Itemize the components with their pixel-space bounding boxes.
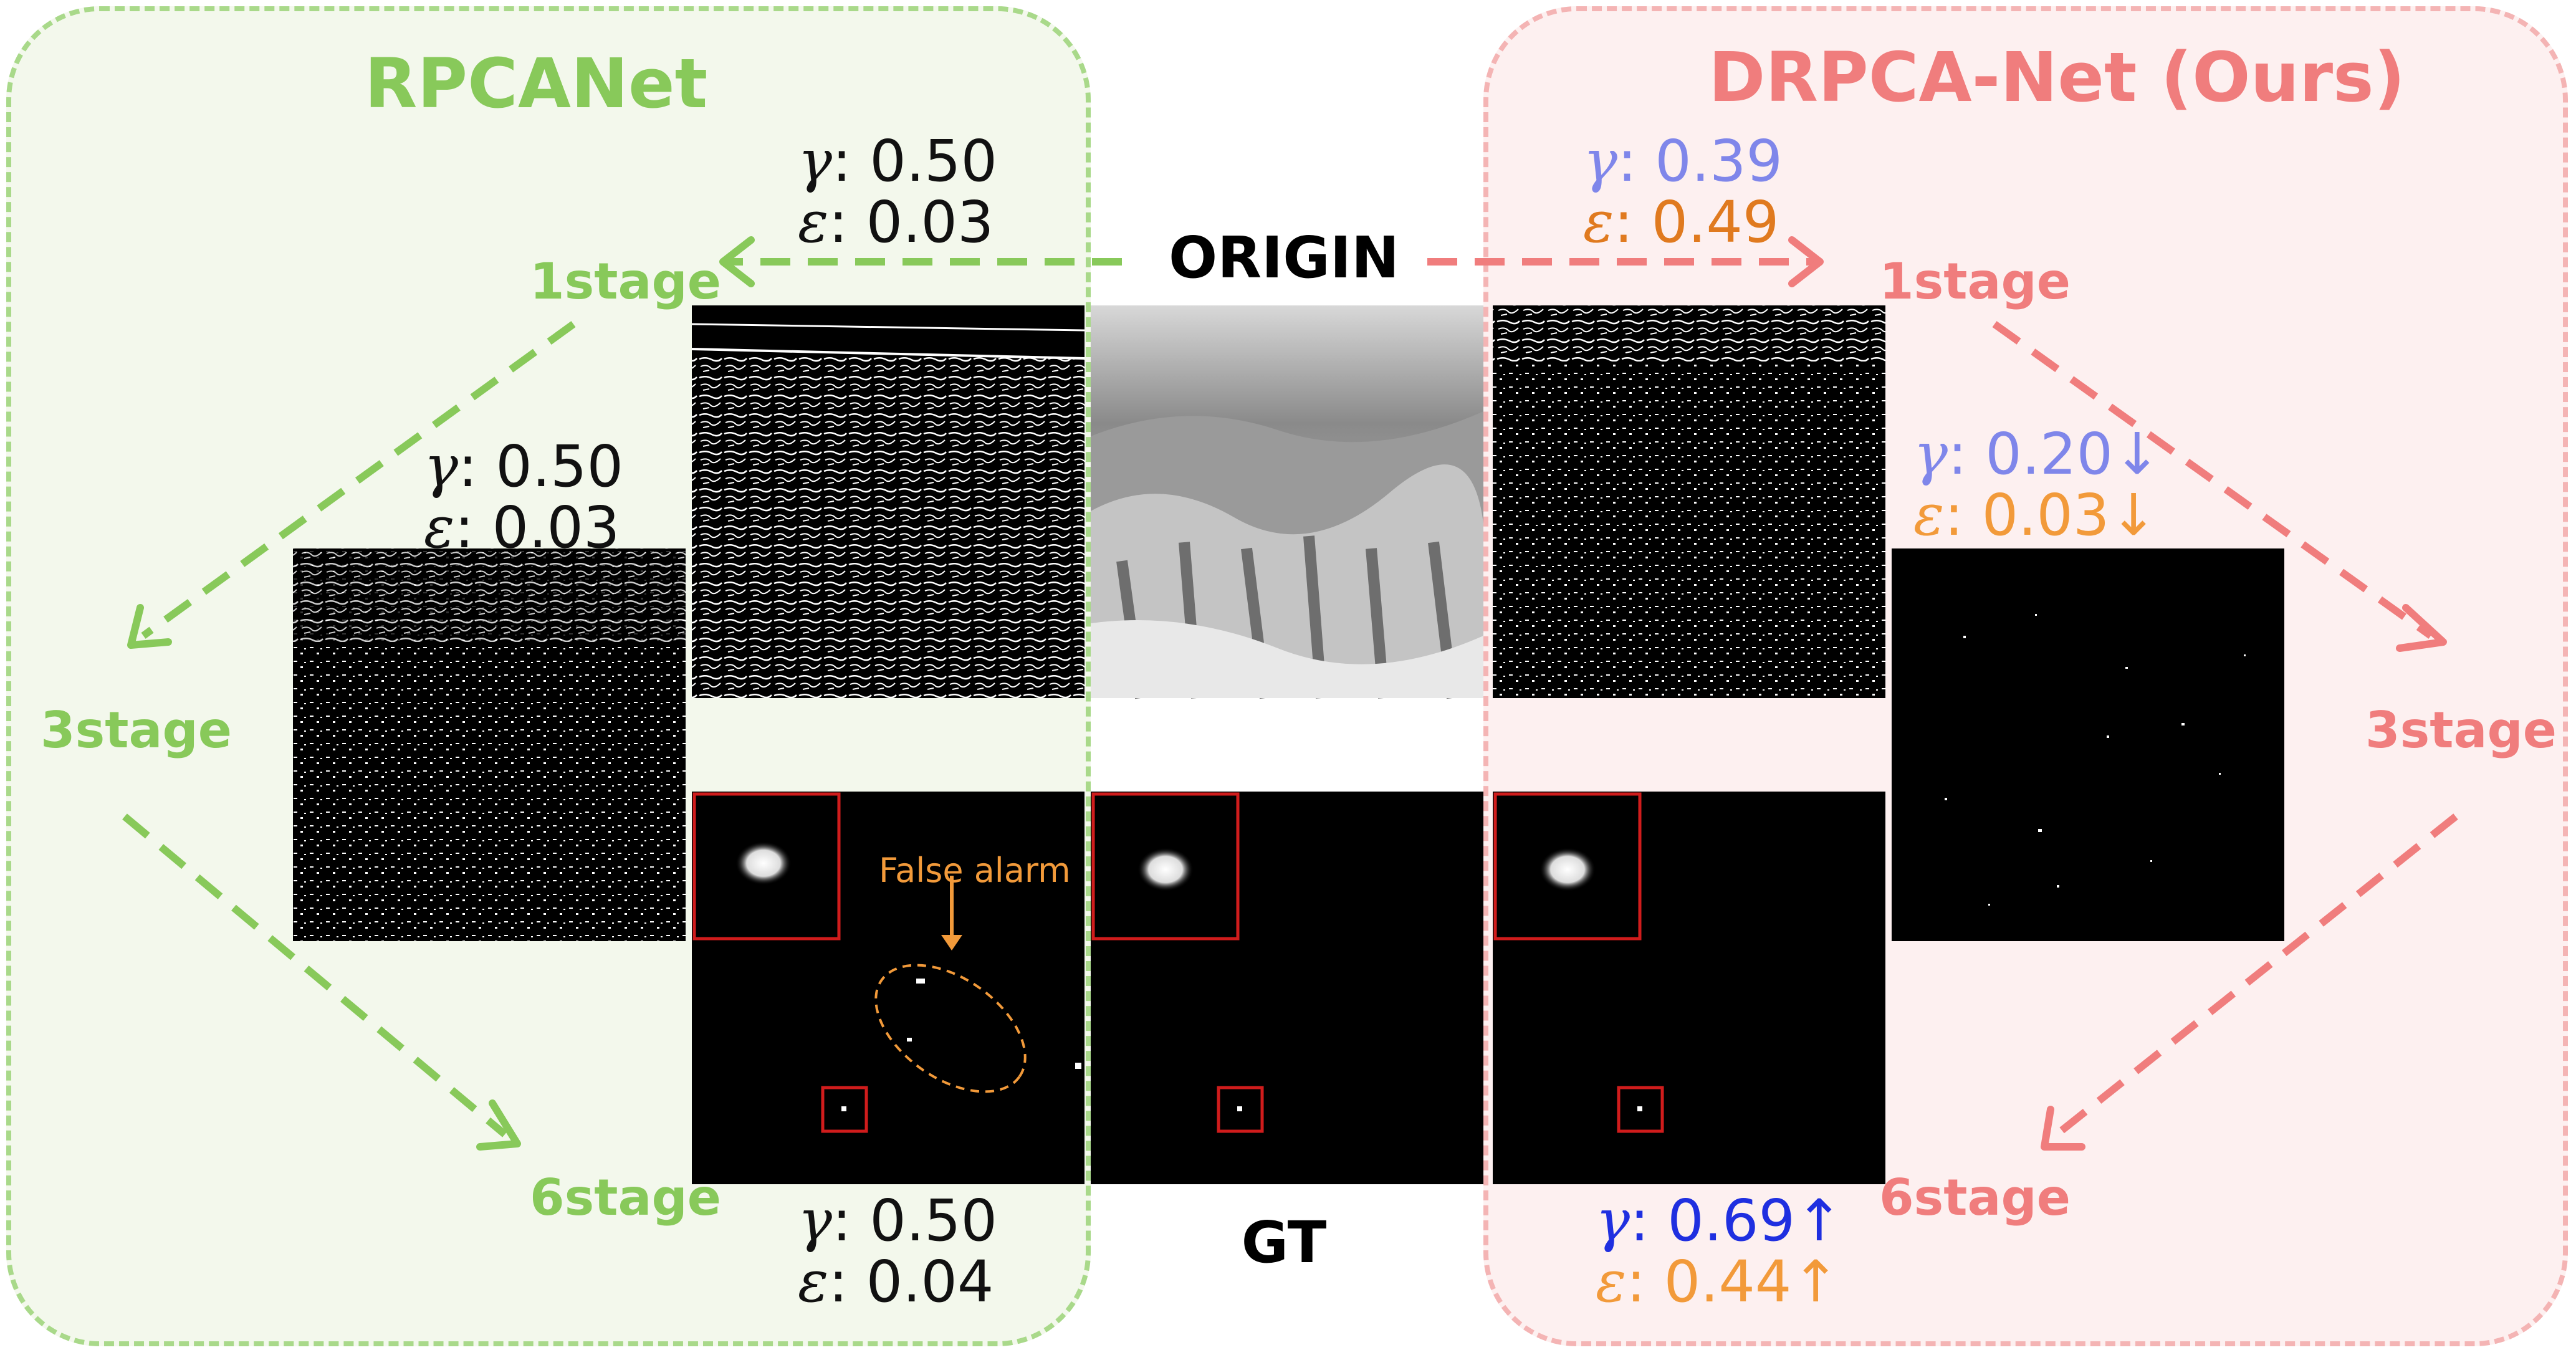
- epsilon-value: : 0.44: [1626, 1248, 1792, 1315]
- gamma-symbol: γ: [1596, 1187, 1630, 1254]
- arrow-up-icon: ↑: [1795, 1187, 1844, 1254]
- left-s6-params: γ: 0.50 ε: 0.04: [798, 1190, 997, 1313]
- gamma-symbol: γ: [798, 128, 832, 194]
- rpcanet-arrows: [122, 258, 1122, 1137]
- epsilon-symbol: ε: [1913, 482, 1945, 548]
- gt-label: GT: [1241, 1209, 1327, 1276]
- gamma-value: : 0.50: [831, 128, 998, 194]
- epsilon-symbol: ε: [1583, 189, 1614, 256]
- epsilon-symbol: ε: [798, 189, 829, 256]
- rpcanet-stage3-image: [293, 548, 686, 941]
- left-s3-params: γ: 0.50 ε: 0.03: [424, 436, 623, 558]
- origin-label: ORIGIN: [1168, 224, 1400, 291]
- gamma-value: : 0.69: [1629, 1187, 1796, 1254]
- gamma-symbol: γ: [1913, 421, 1948, 487]
- epsilon-value: : 0.03: [828, 189, 994, 256]
- drpcanet-arrows: [1427, 258, 2458, 1137]
- drpcanet-title: DRPCA-Net (Ours): [1708, 37, 2405, 117]
- drpcanet-result-image: [1493, 792, 1885, 1184]
- right-s1-params: γ: 0.39 ε: 0.49: [1583, 131, 1783, 253]
- target-box: [821, 1086, 868, 1133]
- right-s6-params: γ: 0.69↑ ε: 0.44↑: [1596, 1190, 1843, 1313]
- epsilon-value: : 0.03: [454, 494, 620, 561]
- gamma-value: : 0.50: [831, 1187, 998, 1254]
- epsilon-value: : 0.49: [1614, 189, 1779, 256]
- rpcanet-title: RPCANet: [364, 44, 708, 123]
- arrow-down-icon: ↓: [2109, 482, 2158, 548]
- gamma-symbol: γ: [798, 1187, 832, 1254]
- right-stage-1: 1stage: [1879, 252, 2071, 310]
- epsilon-value: : 0.03: [1944, 482, 2110, 548]
- epsilon-symbol: ε: [798, 1248, 829, 1315]
- epsilon-symbol: ε: [424, 494, 455, 561]
- false-alarm-ellipse: [874, 964, 1027, 1093]
- gamma-value: : 0.50: [457, 433, 624, 500]
- origin-image: [1091, 305, 1483, 699]
- left-stage-3: 3stage: [41, 701, 232, 759]
- gt-image: [1091, 792, 1483, 1184]
- drpcanet-stage3-image: [1892, 548, 2284, 941]
- gamma-value: : 0.39: [1617, 128, 1783, 194]
- gamma-symbol: γ: [1583, 128, 1617, 194]
- drpcanet-stage1-image: [1493, 305, 1885, 698]
- false-alarm-label: False alarm: [879, 851, 1071, 890]
- left-stage-1: 1stage: [530, 252, 722, 310]
- epsilon-value: : 0.04: [828, 1248, 994, 1315]
- gamma-value: : 0.20: [1947, 421, 2114, 487]
- gamma-symbol: γ: [424, 433, 458, 500]
- right-stage-6: 6stage: [1879, 1169, 2071, 1227]
- left-s1-params: γ: 0.50 ε: 0.03: [798, 131, 997, 253]
- rpcanet-result-image: [692, 792, 1085, 1184]
- arrow-up-icon: ↑: [1791, 1248, 1840, 1315]
- right-stage-3: 3stage: [2365, 701, 2557, 759]
- epsilon-symbol: ε: [1596, 1248, 1627, 1315]
- left-stage-6: 6stage: [530, 1169, 722, 1227]
- rpcanet-stage1-image: [691, 305, 1085, 698]
